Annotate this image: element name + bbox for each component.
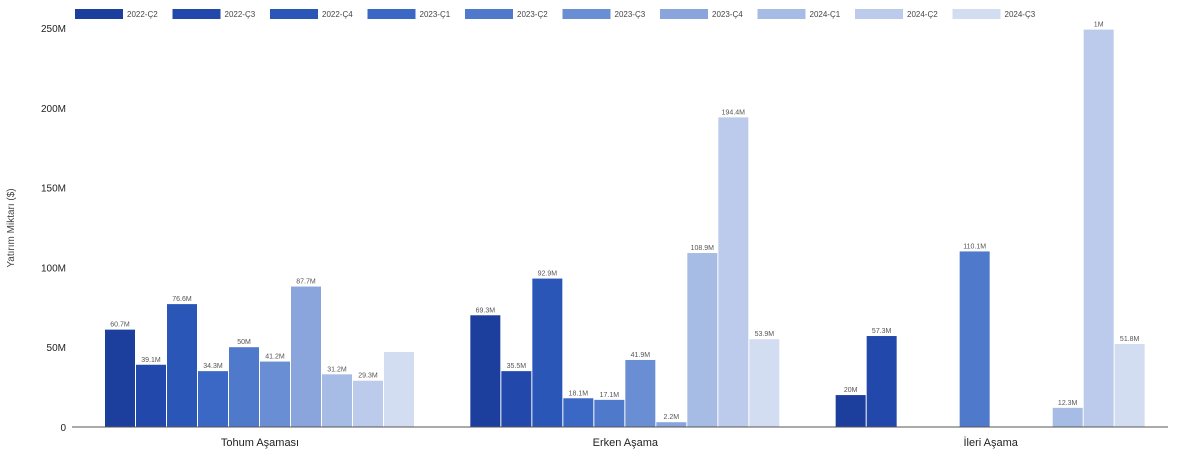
bar <box>718 117 749 427</box>
legend-swatch <box>952 9 1001 19</box>
legend-label: 2024-Ç3 <box>1005 10 1036 19</box>
bar <box>1052 407 1083 427</box>
legend-swatch <box>465 9 513 19</box>
x-category-label: Tohum Aşaması <box>221 437 299 449</box>
legend-label: 2023-Ç2 <box>517 10 548 19</box>
bar <box>594 399 625 427</box>
legend-label: 2023-Ç3 <box>615 10 646 19</box>
data-label: 34.3M <box>203 363 223 370</box>
legend-swatch <box>855 9 903 19</box>
x-category-label: İleri Aşama <box>963 436 1018 449</box>
legend-label: 2022-Ç3 <box>225 10 256 19</box>
data-label: 39.1M <box>141 357 161 364</box>
data-label: 17.1M <box>600 392 620 399</box>
legend-swatch <box>660 9 708 19</box>
data-label: 51.8M <box>1120 336 1140 343</box>
data-label: 57.3M <box>872 328 892 335</box>
legend-label: 2023-Ç4 <box>712 10 743 19</box>
legend-swatch <box>172 9 221 19</box>
legend-label: 2022-Ç4 <box>322 10 353 19</box>
data-label: 110.1M <box>963 243 986 250</box>
y-tick-label: 200M <box>41 104 66 115</box>
y-tick-label: 250M <box>41 24 66 35</box>
data-label: 53.9M <box>755 331 775 338</box>
bar <box>866 336 897 427</box>
data-label: 12.3M <box>1058 400 1078 407</box>
y-tick-label: 150M <box>41 184 66 195</box>
bar <box>260 361 290 427</box>
data-label: 108.9M <box>691 245 715 252</box>
legend-swatch <box>367 9 416 19</box>
data-label: 18.1M <box>569 390 589 397</box>
bar <box>656 422 687 427</box>
bar <box>291 286 321 427</box>
y-tick-label: 50M <box>47 343 66 354</box>
data-labels: 60.7M 39.1M 76.6M 34.3M 50M 41.2M 87.7M 31.2M 29… <box>110 22 1139 422</box>
legend-swatch <box>757 9 806 19</box>
data-label: 41.9M <box>631 352 651 359</box>
data-label: 87.7M <box>296 279 316 286</box>
bar <box>625 359 656 427</box>
bars <box>105 29 1145 427</box>
data-label: 31.2M <box>327 366 347 373</box>
x-category-label: Erken Aşama <box>593 437 659 449</box>
bar <box>470 315 501 427</box>
legend-label: 2023-Ç1 <box>420 10 451 19</box>
data-label: 60.7M <box>110 322 130 329</box>
data-label: 20M <box>844 387 858 394</box>
data-label: 194.4M <box>722 109 746 116</box>
data-label: 29.3M <box>358 373 378 380</box>
data-label: 1M <box>1094 22 1104 29</box>
data-label: 2.2M <box>664 414 680 421</box>
bar <box>105 329 135 427</box>
data-label: 41.2M <box>265 354 285 361</box>
data-label: 50M <box>237 339 251 346</box>
bar <box>1083 29 1114 427</box>
legend: 2022-Ç2 2022-Ç3 2022-Ç4 2023-Ç1 2023-Ç2 2023-… <box>75 9 1036 19</box>
data-label: 92.9M <box>538 271 558 278</box>
data-label: 69.3M <box>476 307 496 314</box>
bar <box>959 251 990 427</box>
y-axis-title: Yatırım Miktarı ($) <box>6 188 17 267</box>
legend-swatch <box>270 9 318 19</box>
bar <box>198 371 228 427</box>
bar <box>136 364 166 427</box>
bar <box>322 374 352 427</box>
bar <box>353 380 383 427</box>
bar <box>835 395 866 427</box>
data-label: 35.5M <box>507 363 527 370</box>
legend-label: 2022-Ç2 <box>127 10 158 19</box>
legend-swatch <box>75 9 123 19</box>
bar <box>167 304 197 427</box>
legend-label: 2024-Ç1 <box>810 10 841 19</box>
legend-label: 2024-Ç2 <box>907 10 938 19</box>
bar <box>229 347 259 427</box>
bar <box>563 398 594 427</box>
bar <box>532 278 563 427</box>
bar <box>687 253 718 427</box>
legend-swatch <box>562 9 611 19</box>
x-axis-labels: Tohum Aşaması Erken Aşama İleri Aşama <box>221 436 1019 449</box>
bar <box>1114 344 1145 427</box>
bar <box>501 371 532 427</box>
bar <box>749 339 780 427</box>
bar <box>384 351 414 427</box>
y-axis-ticks: 0 50M 100M 150M 200M 250M <box>41 24 66 434</box>
data-label: 76.6M <box>172 296 192 303</box>
y-tick-label: 0 <box>60 423 66 434</box>
y-tick-label: 100M <box>41 263 66 274</box>
